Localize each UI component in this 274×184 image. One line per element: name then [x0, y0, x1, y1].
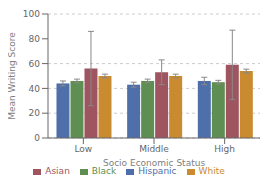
svg-text:High: High	[214, 144, 235, 154]
svg-text:Low: Low	[74, 144, 92, 154]
svg-text:100: 100	[23, 9, 40, 19]
html-text:White: White	[198, 166, 225, 176]
html-text:Asian: Asian	[45, 166, 70, 176]
svg-text:Socio Economic Status: Socio Economic Status	[103, 158, 205, 168]
svg-text:Middle: Middle	[139, 144, 169, 154]
html-text:Black: Black	[91, 166, 117, 176]
svg-text:40: 40	[29, 84, 41, 94]
svg-text:80: 80	[29, 34, 41, 44]
svg-text:0: 0	[34, 133, 40, 143]
svg-text:60: 60	[29, 59, 41, 69]
html-text:Hispanic: Hispanic	[138, 166, 177, 176]
svg-text:20: 20	[29, 108, 41, 118]
svg-text:Mean Writing Score: Mean Writing Score	[8, 32, 17, 120]
